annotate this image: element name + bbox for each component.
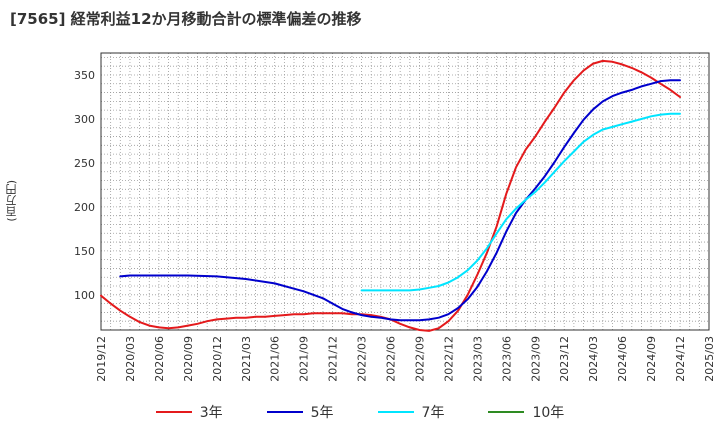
x-tick-label: 2023/03 (471, 336, 484, 382)
y-tick-label: 100 (74, 289, 95, 302)
x-tick-label: 2022/03 (356, 336, 369, 382)
x-tick-label: 2020/06 (153, 336, 166, 382)
legend-item: 3年 (155, 402, 223, 422)
legend-swatch (266, 411, 303, 413)
x-tick-label: 2024/06 (616, 336, 629, 382)
x-tick-label: 2024/03 (587, 336, 600, 382)
x-tick-label: 2021/06 (269, 336, 282, 382)
y-tick-label: 300 (74, 113, 95, 126)
x-tick-label: 2022/09 (413, 336, 426, 382)
legend-swatch (488, 411, 525, 413)
legend-item: 5年 (266, 402, 334, 422)
legend-swatch (377, 411, 414, 413)
legend-label: 10年 (532, 405, 565, 421)
x-tick-label: 2023/12 (558, 336, 571, 382)
x-tick-label: 2022/06 (385, 336, 398, 382)
y-tick-label: 350 (74, 69, 95, 82)
legend-label: 3年 (199, 405, 223, 421)
legend-label: 7年 (421, 405, 445, 421)
x-tick-label: 2021/09 (298, 336, 311, 382)
chart-title: [7565] 経常利益12か月移動合計の標準偏差の推移 (10, 10, 362, 28)
x-tick-label: 2024/09 (645, 336, 658, 382)
x-tick-label: 2019/12 (95, 336, 108, 382)
legend-label: 5年 (310, 405, 334, 421)
legend-item: 10年 (488, 402, 564, 422)
x-tick-label: 2020/12 (211, 336, 224, 382)
line-chart: 100 150 200 250 300 350 2019/12 2020/03 2020/06 2… (74, 52, 716, 382)
y-tick-label: 200 (74, 201, 95, 214)
y-tick-label: 250 (74, 157, 95, 170)
series-line (119, 79, 681, 322)
x-tick-label: 2021/03 (240, 336, 253, 382)
x-tick-label: 2020/09 (182, 336, 195, 382)
x-tick-label: 2023/09 (529, 336, 542, 382)
y-tick-label: 150 (74, 245, 95, 258)
x-tick-label: 2022/12 (442, 336, 455, 382)
legend: 3年 5年 7年 10年 (0, 402, 720, 422)
legend-item: 7年 (377, 402, 445, 422)
x-tick-label: 2023/06 (500, 336, 513, 382)
x-tick-label: 2024/12 (674, 336, 687, 382)
legend-swatch (155, 411, 192, 413)
x-tick-label: 2021/12 (327, 336, 340, 382)
x-tick-label: 2025/03 (703, 336, 716, 382)
series-line (360, 112, 681, 292)
x-tick-label: 2020/03 (124, 336, 137, 382)
plot-frame (100, 52, 710, 331)
